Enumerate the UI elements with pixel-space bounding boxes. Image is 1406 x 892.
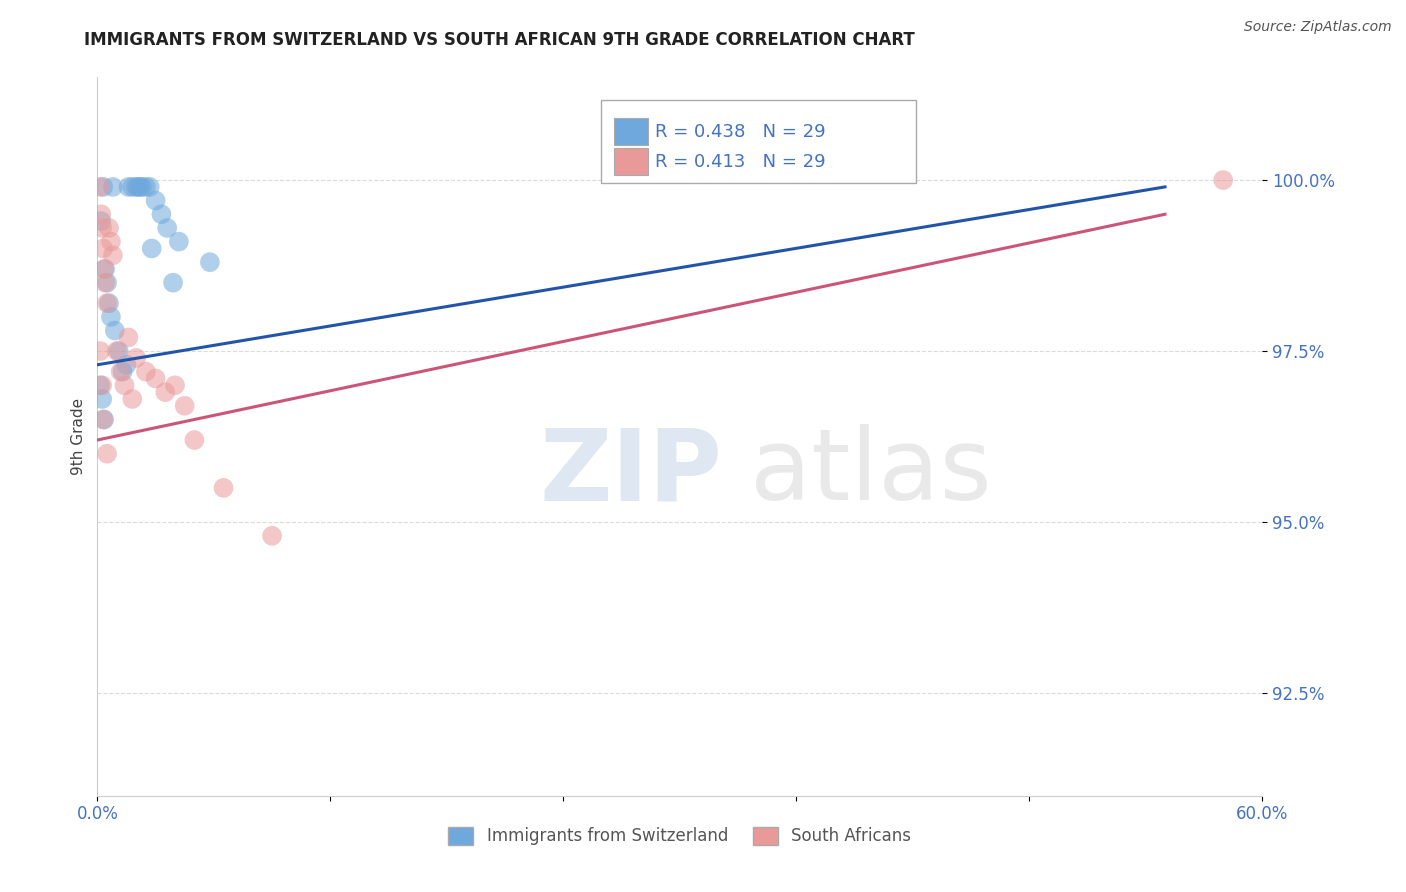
Point xyxy=(96,296,118,310)
Point xyxy=(98,296,121,310)
Point xyxy=(114,378,136,392)
Point xyxy=(90,207,112,221)
Point xyxy=(1212,173,1234,187)
Point xyxy=(94,276,117,290)
Point xyxy=(100,235,122,249)
Point xyxy=(110,365,132,379)
Point xyxy=(150,207,173,221)
Point xyxy=(101,180,124,194)
Point xyxy=(91,378,114,392)
Point xyxy=(100,310,122,324)
Text: Source: ZipAtlas.com: Source: ZipAtlas.com xyxy=(1244,20,1392,34)
Point xyxy=(107,344,129,359)
Legend: Immigrants from Switzerland, South Africans: Immigrants from Switzerland, South Afric… xyxy=(441,820,918,852)
Point xyxy=(162,276,184,290)
Point xyxy=(96,447,118,461)
Text: IMMIGRANTS FROM SWITZERLAND VS SOUTH AFRICAN 9TH GRADE CORRELATION CHART: IMMIGRANTS FROM SWITZERLAND VS SOUTH AFR… xyxy=(84,31,915,49)
Point xyxy=(183,433,205,447)
Point xyxy=(101,248,124,262)
Point xyxy=(89,378,111,392)
Point xyxy=(145,194,167,208)
Point xyxy=(91,180,114,194)
Point xyxy=(173,399,195,413)
Point xyxy=(93,412,115,426)
Text: ZIP: ZIP xyxy=(540,424,723,521)
Point xyxy=(104,324,127,338)
Point xyxy=(125,351,148,365)
Point xyxy=(105,344,128,359)
Point xyxy=(163,378,186,392)
Point xyxy=(121,392,143,406)
Point xyxy=(94,262,117,277)
Y-axis label: 9th Grade: 9th Grade xyxy=(72,398,86,475)
Text: atlas: atlas xyxy=(749,424,991,521)
Text: R = 0.438   N = 29: R = 0.438 N = 29 xyxy=(655,123,825,141)
Point xyxy=(125,180,148,194)
Point xyxy=(111,365,134,379)
Point xyxy=(90,214,112,228)
Point xyxy=(93,262,115,277)
Point xyxy=(127,180,149,194)
Point xyxy=(139,180,162,194)
Point xyxy=(91,392,114,406)
Point xyxy=(167,235,190,249)
Point xyxy=(96,276,118,290)
Point xyxy=(129,180,152,194)
Point xyxy=(135,180,157,194)
Point xyxy=(260,529,283,543)
Point xyxy=(91,221,114,235)
Point xyxy=(121,180,143,194)
Point xyxy=(98,221,121,235)
Point xyxy=(131,180,153,194)
Text: R = 0.413   N = 29: R = 0.413 N = 29 xyxy=(655,153,825,170)
Point xyxy=(135,365,157,379)
Point xyxy=(141,242,163,256)
Point xyxy=(89,344,111,359)
Point xyxy=(89,180,111,194)
Point xyxy=(145,371,167,385)
Point xyxy=(155,385,177,400)
Point xyxy=(212,481,235,495)
Point xyxy=(117,330,139,344)
Point xyxy=(91,412,114,426)
Point xyxy=(115,358,138,372)
Point xyxy=(91,242,114,256)
Point xyxy=(156,221,179,235)
Point xyxy=(117,180,139,194)
Point xyxy=(198,255,221,269)
